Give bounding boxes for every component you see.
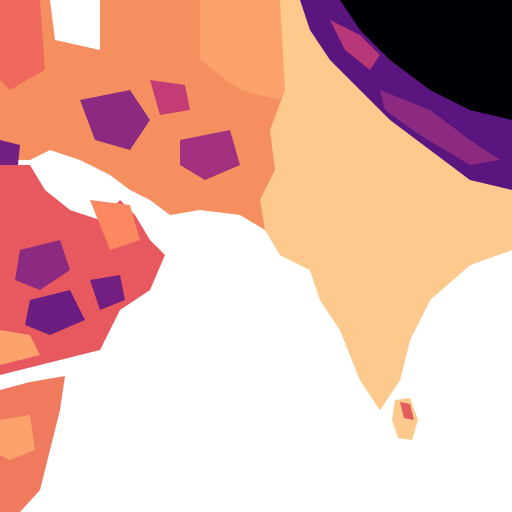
region — [150, 80, 190, 115]
region — [80, 90, 150, 150]
region — [380, 90, 500, 165]
land-sri-lanka — [392, 398, 418, 440]
land-india — [260, 0, 512, 410]
region — [0, 330, 40, 365]
region-tibet — [340, 0, 512, 120]
region — [0, 140, 20, 165]
region — [15, 240, 70, 290]
region — [90, 200, 140, 250]
region — [25, 290, 85, 335]
region — [0, 415, 35, 460]
region — [400, 402, 414, 420]
region — [330, 20, 380, 70]
region — [0, 0, 45, 90]
region — [90, 275, 125, 310]
region — [180, 130, 240, 180]
